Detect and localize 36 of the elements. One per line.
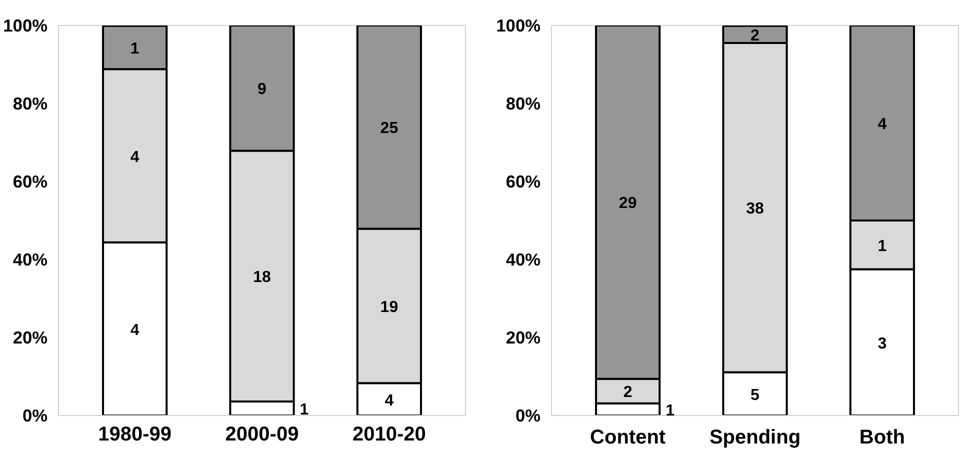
x-tick-label: 2000-09 bbox=[225, 424, 299, 446]
annotation: 5 bbox=[750, 386, 760, 404]
annotation: 18 bbox=[253, 269, 271, 286]
y-tick-label: 80% bbox=[12, 94, 48, 114]
annotation: 1 bbox=[130, 40, 140, 58]
y-tick-label: 0% bbox=[515, 406, 540, 426]
y-tick-label: 0% bbox=[22, 406, 48, 426]
y-tick-label: 40% bbox=[506, 250, 541, 270]
y-tick-label: 40% bbox=[12, 250, 48, 270]
annotation: 2 bbox=[750, 27, 760, 44]
y-tick-label: 20% bbox=[12, 328, 48, 348]
y-tick-label: 20% bbox=[506, 328, 541, 348]
annotation: 3 bbox=[878, 335, 887, 352]
x-tick-label: Spending bbox=[709, 426, 801, 448]
annotation: 4 bbox=[878, 116, 887, 133]
x-tick-label: Both bbox=[859, 426, 905, 448]
annotation: 4 bbox=[130, 148, 140, 166]
annotation: 19 bbox=[380, 298, 398, 316]
annotation: 29 bbox=[618, 195, 637, 212]
annotation: 38 bbox=[746, 200, 764, 218]
x-tick-label: 2010-20 bbox=[352, 424, 426, 446]
x-tick-label: Content bbox=[590, 426, 666, 448]
y-tick-label: 100% bbox=[496, 16, 541, 36]
annotation: 4 bbox=[384, 392, 394, 410]
annotation: 9 bbox=[258, 81, 267, 98]
annotation: 25 bbox=[380, 120, 398, 138]
annotation: 4 bbox=[130, 322, 140, 339]
annotation: 1 bbox=[666, 402, 675, 420]
y-tick-label: 60% bbox=[12, 172, 48, 192]
y-tick-label: 100% bbox=[3, 16, 48, 36]
annotation: 1 bbox=[300, 401, 309, 418]
annotation: 2 bbox=[623, 384, 632, 402]
y-tick-label: 80% bbox=[506, 94, 541, 114]
x-tick-label: 1980-99 bbox=[98, 424, 172, 446]
y-tick-label: 60% bbox=[506, 172, 541, 192]
annotation: 1 bbox=[878, 238, 887, 255]
